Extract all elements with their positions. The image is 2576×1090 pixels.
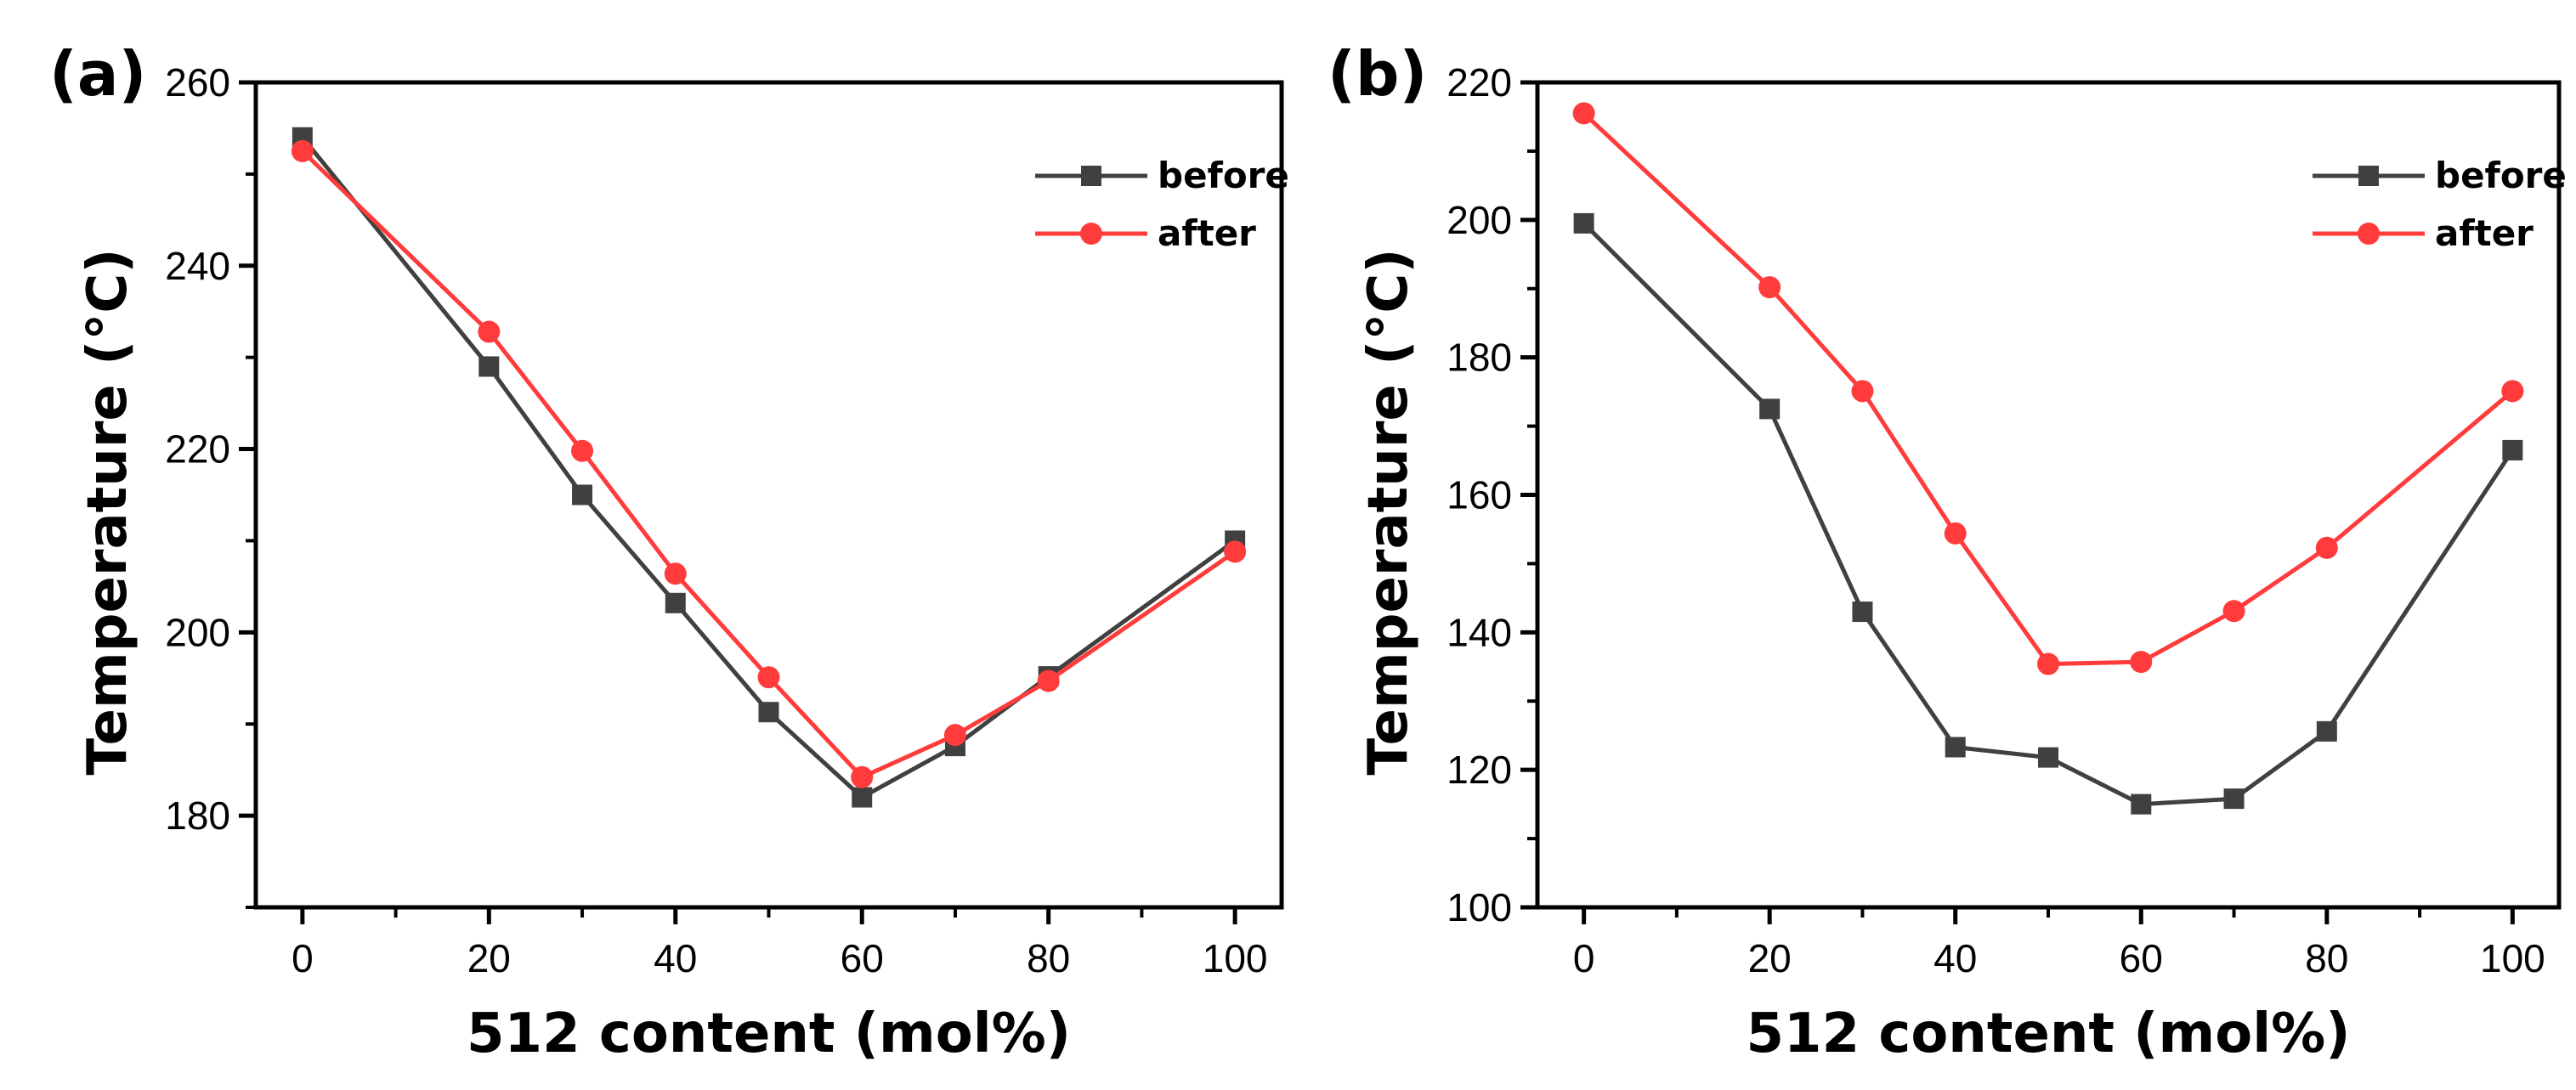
y-tick-label: 100 xyxy=(1447,885,1512,929)
x-axis-title: 512 content (mol%) xyxy=(467,1002,1071,1065)
legend-item-after: after xyxy=(1035,212,1256,254)
y-axis-title: Temperature (°C) xyxy=(1357,248,1420,775)
y-tick-label: 120 xyxy=(1447,748,1512,792)
x-tick-label: 0 xyxy=(292,936,314,980)
data-point-before xyxy=(665,592,686,613)
data-point-before xyxy=(1759,398,1781,420)
y-tick-label: 160 xyxy=(1447,473,1512,517)
data-point-after xyxy=(478,320,501,343)
data-point-before xyxy=(1573,212,1594,234)
x-tick-label: 100 xyxy=(1203,936,1268,980)
data-point-after xyxy=(1572,102,1595,125)
data-point-before xyxy=(758,702,779,723)
data-point-after xyxy=(757,666,780,689)
y-tick-label: 140 xyxy=(1447,610,1512,654)
legend-marker xyxy=(2358,223,2380,245)
data-point-after xyxy=(1851,380,1874,403)
series-after xyxy=(291,139,1247,788)
x-tick-label: 80 xyxy=(2305,936,2348,980)
y-tick-label: 220 xyxy=(1447,60,1512,104)
plot-frame xyxy=(253,80,1284,910)
y-tick-label: 180 xyxy=(165,793,230,838)
x-tick-label: 40 xyxy=(654,936,697,980)
x-tick-label: 60 xyxy=(2120,936,2163,980)
data-point-after xyxy=(851,765,874,788)
x-tick-label: 20 xyxy=(467,936,511,980)
series-before xyxy=(1573,212,2523,815)
panel-label: (b) xyxy=(1328,38,1427,110)
x-tick-label: 60 xyxy=(841,936,884,980)
y-tick-label: 220 xyxy=(165,427,230,472)
data-point-before xyxy=(2131,793,2152,815)
data-point-before xyxy=(2038,747,2058,768)
x-tick-label: 20 xyxy=(1748,936,1792,980)
legend-label: before xyxy=(1158,155,1289,196)
data-point-after xyxy=(2037,652,2059,675)
x-tick-label: 100 xyxy=(2480,936,2545,980)
legend-marker xyxy=(2358,166,2379,186)
y-tick-label: 240 xyxy=(165,244,230,288)
data-point-after xyxy=(2130,651,2153,674)
data-point-before xyxy=(1852,601,1873,623)
x-tick-label: 80 xyxy=(1027,936,1070,980)
data-point-after xyxy=(571,439,594,462)
legend-label: after xyxy=(1158,212,1256,254)
x-tick-label: 0 xyxy=(1573,936,1595,980)
data-point-before xyxy=(2316,720,2337,742)
panel-label: (a) xyxy=(49,38,146,110)
y-tick-label: 200 xyxy=(1447,198,1512,242)
legend-item-before: before xyxy=(1035,155,1289,196)
data-point-before xyxy=(852,787,873,808)
chart-panel-a: 0 20 40 60 80 100 180 200 220 240 260 512 content (… xyxy=(49,38,1289,1065)
series-line-before xyxy=(1582,222,2515,807)
data-point-after xyxy=(1224,540,1247,563)
data-point-after xyxy=(291,139,314,162)
data-point-before xyxy=(572,484,593,505)
legend-marker xyxy=(1081,166,1101,186)
data-point-after xyxy=(2222,600,2245,623)
data-point-after xyxy=(2315,536,2338,559)
x-tick-label: 40 xyxy=(1933,936,1977,980)
y-axis-title: Temperature (°C) xyxy=(76,248,139,775)
data-point-before xyxy=(1945,737,1966,758)
data-point-after xyxy=(2501,380,2524,403)
data-point-after xyxy=(664,562,687,585)
data-point-after xyxy=(1758,276,1781,299)
series-line-after xyxy=(1582,111,2515,667)
chart-panel-b: 0 20 40 60 80 100 100 120 140 160 180 200 220 512 con… xyxy=(1328,38,2567,1065)
legend-marker xyxy=(1080,223,1102,245)
plot-frame xyxy=(1535,80,2562,910)
data-point-before xyxy=(2223,788,2245,810)
y-tick-label: 180 xyxy=(1447,336,1512,380)
legend-label: before xyxy=(2435,155,2567,196)
legend: before after xyxy=(1035,155,1289,254)
legend-label: after xyxy=(2435,212,2534,254)
x-axis-title: 512 content (mol%) xyxy=(1747,1002,2351,1065)
data-point-after xyxy=(1037,669,1060,692)
data-point-after xyxy=(943,724,966,747)
legend-item-before: before xyxy=(2313,155,2567,196)
y-tick-label: 260 xyxy=(165,60,230,104)
legend-item-after: after xyxy=(2313,212,2534,254)
y-tick-label: 200 xyxy=(165,610,230,654)
data-point-before xyxy=(478,356,500,377)
data-point-before xyxy=(2502,439,2523,460)
series-after xyxy=(1572,102,2524,675)
data-point-after xyxy=(1944,522,1967,545)
legend: before after xyxy=(2313,155,2567,254)
series-before xyxy=(292,127,1246,808)
